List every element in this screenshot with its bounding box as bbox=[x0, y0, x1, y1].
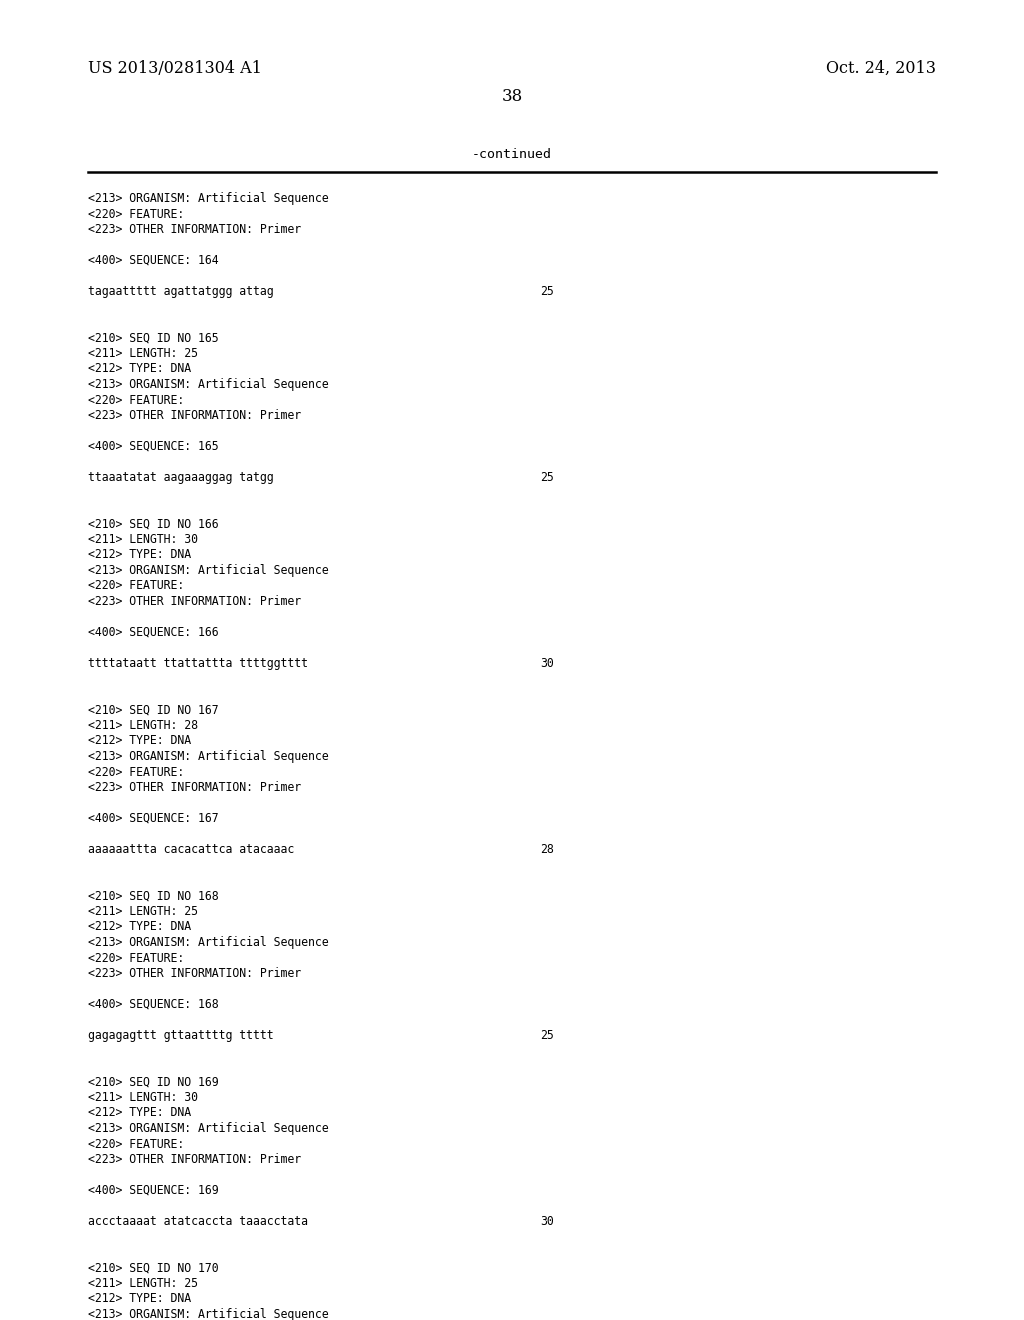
Text: <223> OTHER INFORMATION: Primer: <223> OTHER INFORMATION: Primer bbox=[88, 968, 301, 979]
Text: <213> ORGANISM: Artificial Sequence: <213> ORGANISM: Artificial Sequence bbox=[88, 191, 329, 205]
Text: <220> FEATURE:: <220> FEATURE: bbox=[88, 393, 184, 407]
Text: 28: 28 bbox=[540, 843, 554, 855]
Text: 38: 38 bbox=[502, 88, 522, 106]
Text: <212> TYPE: DNA: <212> TYPE: DNA bbox=[88, 1292, 191, 1305]
Text: <212> TYPE: DNA: <212> TYPE: DNA bbox=[88, 549, 191, 561]
Text: gagagagttt gttaattttg ttttt: gagagagttt gttaattttg ttttt bbox=[88, 1030, 273, 1041]
Text: <400> SEQUENCE: 164: <400> SEQUENCE: 164 bbox=[88, 253, 219, 267]
Text: <210> SEQ ID NO 165: <210> SEQ ID NO 165 bbox=[88, 331, 219, 345]
Text: tagaattttt agattatggg attag: tagaattttt agattatggg attag bbox=[88, 285, 273, 298]
Text: <212> TYPE: DNA: <212> TYPE: DNA bbox=[88, 734, 191, 747]
Text: <213> ORGANISM: Artificial Sequence: <213> ORGANISM: Artificial Sequence bbox=[88, 1122, 329, 1135]
Text: <211> LENGTH: 25: <211> LENGTH: 25 bbox=[88, 1276, 198, 1290]
Text: <223> OTHER INFORMATION: Primer: <223> OTHER INFORMATION: Primer bbox=[88, 595, 301, 609]
Text: Oct. 24, 2013: Oct. 24, 2013 bbox=[826, 59, 936, 77]
Text: <400> SEQUENCE: 168: <400> SEQUENCE: 168 bbox=[88, 998, 219, 1011]
Text: <223> OTHER INFORMATION: Primer: <223> OTHER INFORMATION: Primer bbox=[88, 1152, 301, 1166]
Text: <220> FEATURE:: <220> FEATURE: bbox=[88, 579, 184, 593]
Text: 30: 30 bbox=[540, 657, 554, 671]
Text: <211> LENGTH: 28: <211> LENGTH: 28 bbox=[88, 719, 198, 733]
Text: ttaaatatat aagaaaggag tatgg: ttaaatatat aagaaaggag tatgg bbox=[88, 471, 273, 484]
Text: <220> FEATURE:: <220> FEATURE: bbox=[88, 207, 184, 220]
Text: <213> ORGANISM: Artificial Sequence: <213> ORGANISM: Artificial Sequence bbox=[88, 750, 329, 763]
Text: <220> FEATURE:: <220> FEATURE: bbox=[88, 952, 184, 965]
Text: US 2013/0281304 A1: US 2013/0281304 A1 bbox=[88, 59, 262, 77]
Text: <211> LENGTH: 25: <211> LENGTH: 25 bbox=[88, 347, 198, 360]
Text: ttttataatt ttattattta ttttggtttt: ttttataatt ttattattta ttttggtttt bbox=[88, 657, 308, 671]
Text: -continued: -continued bbox=[472, 148, 552, 161]
Text: <220> FEATURE:: <220> FEATURE: bbox=[88, 766, 184, 779]
Text: <213> ORGANISM: Artificial Sequence: <213> ORGANISM: Artificial Sequence bbox=[88, 564, 329, 577]
Text: <400> SEQUENCE: 169: <400> SEQUENCE: 169 bbox=[88, 1184, 219, 1197]
Text: <210> SEQ ID NO 169: <210> SEQ ID NO 169 bbox=[88, 1076, 219, 1089]
Text: <212> TYPE: DNA: <212> TYPE: DNA bbox=[88, 920, 191, 933]
Text: <220> FEATURE:: <220> FEATURE: bbox=[88, 1138, 184, 1151]
Text: <223> OTHER INFORMATION: Primer: <223> OTHER INFORMATION: Primer bbox=[88, 409, 301, 422]
Text: <213> ORGANISM: Artificial Sequence: <213> ORGANISM: Artificial Sequence bbox=[88, 1308, 329, 1320]
Text: <400> SEQUENCE: 166: <400> SEQUENCE: 166 bbox=[88, 626, 219, 639]
Text: <211> LENGTH: 30: <211> LENGTH: 30 bbox=[88, 533, 198, 546]
Text: 25: 25 bbox=[540, 285, 554, 298]
Text: <211> LENGTH: 30: <211> LENGTH: 30 bbox=[88, 1092, 198, 1104]
Text: <210> SEQ ID NO 168: <210> SEQ ID NO 168 bbox=[88, 890, 219, 903]
Text: <212> TYPE: DNA: <212> TYPE: DNA bbox=[88, 1106, 191, 1119]
Text: <223> OTHER INFORMATION: Primer: <223> OTHER INFORMATION: Primer bbox=[88, 781, 301, 795]
Text: <210> SEQ ID NO 167: <210> SEQ ID NO 167 bbox=[88, 704, 219, 717]
Text: <223> OTHER INFORMATION: Primer: <223> OTHER INFORMATION: Primer bbox=[88, 223, 301, 236]
Text: <400> SEQUENCE: 165: <400> SEQUENCE: 165 bbox=[88, 440, 219, 453]
Text: 25: 25 bbox=[540, 471, 554, 484]
Text: accctaaaat atatcaccta taaacctata: accctaaaat atatcaccta taaacctata bbox=[88, 1214, 308, 1228]
Text: <212> TYPE: DNA: <212> TYPE: DNA bbox=[88, 363, 191, 375]
Text: <213> ORGANISM: Artificial Sequence: <213> ORGANISM: Artificial Sequence bbox=[88, 378, 329, 391]
Text: <213> ORGANISM: Artificial Sequence: <213> ORGANISM: Artificial Sequence bbox=[88, 936, 329, 949]
Text: aaaaaattta cacacattca atacaaac: aaaaaattta cacacattca atacaaac bbox=[88, 843, 294, 855]
Text: <211> LENGTH: 25: <211> LENGTH: 25 bbox=[88, 906, 198, 917]
Text: 30: 30 bbox=[540, 1214, 554, 1228]
Text: 25: 25 bbox=[540, 1030, 554, 1041]
Text: <400> SEQUENCE: 167: <400> SEQUENCE: 167 bbox=[88, 812, 219, 825]
Text: <210> SEQ ID NO 170: <210> SEQ ID NO 170 bbox=[88, 1262, 219, 1275]
Text: <210> SEQ ID NO 166: <210> SEQ ID NO 166 bbox=[88, 517, 219, 531]
